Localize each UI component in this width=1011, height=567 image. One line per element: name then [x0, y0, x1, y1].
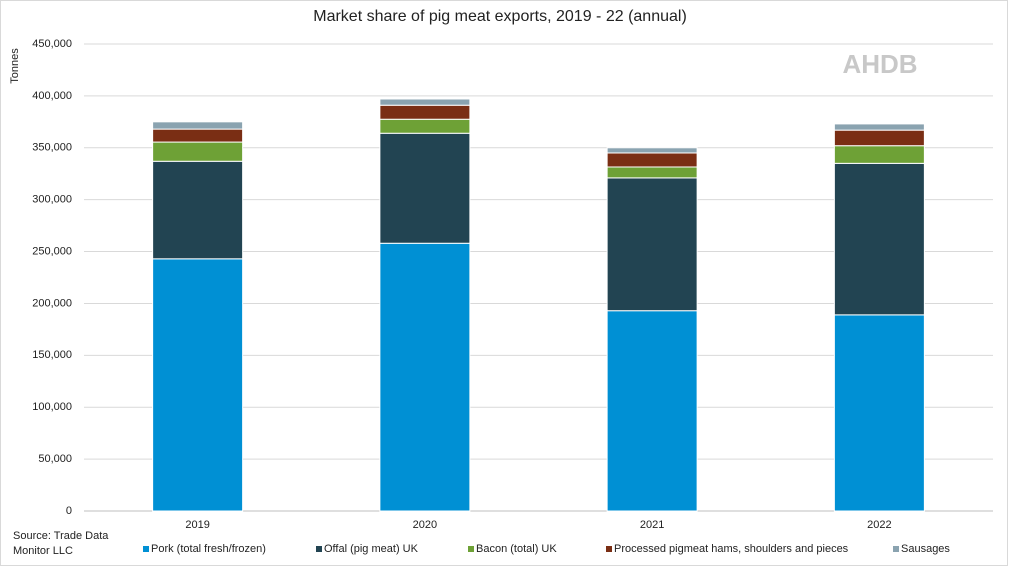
- bar-segment: [379, 132, 471, 244]
- bar-segment: [606, 310, 698, 512]
- chart-title: Market share of pig meat exports, 2019 -…: [313, 8, 687, 25]
- x-tick-label: 2019: [185, 519, 209, 531]
- legend-swatch: [316, 546, 322, 552]
- legend-swatch: [606, 546, 612, 552]
- y-tick-label: 50,000: [38, 453, 72, 465]
- bar-segment: [152, 128, 244, 143]
- x-tick-label: 2021: [640, 519, 664, 531]
- legend-swatch: [893, 546, 899, 552]
- bar-segment: [152, 160, 244, 260]
- bar-segment: [833, 123, 925, 131]
- y-tick-label: 0: [66, 505, 72, 517]
- bar-segment: [606, 147, 698, 154]
- bar-segment: [379, 242, 471, 512]
- y-tick-label: 400,000: [32, 90, 72, 102]
- bar-segment: [152, 121, 244, 130]
- legend-label: Offal (pig meat) UK: [324, 543, 419, 555]
- y-tick-label: 300,000: [32, 194, 72, 206]
- bar-segment: [379, 104, 471, 120]
- bar-segment: [833, 129, 925, 147]
- legend-label: Pork (total fresh/frozen): [151, 543, 266, 555]
- bar-segment: [606, 166, 698, 179]
- legend-label: Sausages: [901, 543, 950, 555]
- bar-segment: [379, 118, 471, 134]
- legend-label: Processed pigmeat hams, shoulders and pi…: [614, 543, 849, 555]
- watermark: AHDB: [842, 49, 917, 79]
- legend-swatch: [143, 546, 149, 552]
- x-tick-label: 2020: [413, 519, 437, 531]
- y-tick-label: 450,000: [32, 38, 72, 50]
- source: Monitor LLC: [13, 545, 73, 557]
- bar-segment: [833, 314, 925, 512]
- source: Source: Trade Data: [13, 530, 109, 542]
- y-tick-label: 250,000: [32, 245, 72, 257]
- bar-segment: [152, 141, 244, 162]
- y-tick-label: 150,000: [32, 349, 72, 361]
- bar-segment: [606, 177, 698, 312]
- bar-segment: [379, 98, 471, 106]
- bar-segment: [833, 162, 925, 316]
- bar-segment: [606, 152, 698, 168]
- bar-segment: [152, 258, 244, 512]
- legend-label: Bacon (total) UK: [476, 543, 557, 555]
- y-tick-label: 100,000: [32, 401, 72, 413]
- y-axis-label: Tonnes: [9, 48, 21, 84]
- y-tick-label: 200,000: [32, 297, 72, 309]
- y-tick-label: 350,000: [32, 142, 72, 154]
- legend-swatch: [468, 546, 474, 552]
- bar-segment: [833, 145, 925, 164]
- x-tick-label: 2022: [867, 519, 891, 531]
